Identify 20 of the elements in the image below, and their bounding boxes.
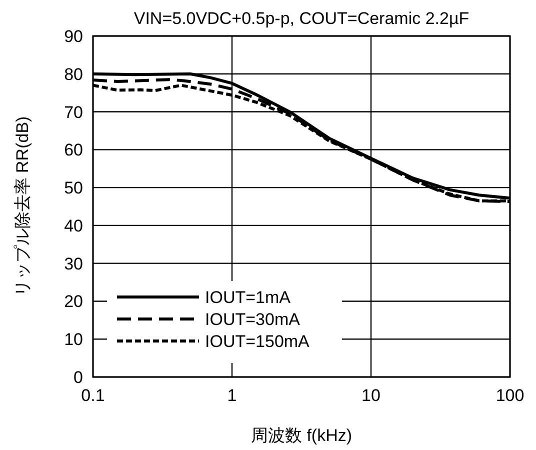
legend-label: IOUT=1mA [205,288,292,307]
legend-label: IOUT=150mA [205,332,310,351]
x-tick-label: 1 [227,386,237,405]
y-tick-label: 80 [64,64,83,84]
y-tick-label: 60 [64,140,83,160]
legend-label: IOUT=30mA [205,310,301,329]
x-tick-label: 100 [496,386,524,405]
y-tick-label: 30 [64,254,83,274]
chart-title: VIN=5.0VDC+0.5p-p, COUT=Ceramic 2.2µF [134,9,470,28]
x-axis-title: 周波数 f(kHz) [250,426,352,445]
x-tick-label: 0.1 [81,386,105,405]
y-tick-label: 40 [64,216,83,236]
y-tick-label: 20 [64,292,83,312]
y-tick-label: 50 [64,178,83,198]
y-tick-label: 10 [64,330,83,350]
y-tick-label: 70 [64,102,83,122]
y-tick-label: 90 [64,27,83,46]
y-axis-title: リップル除去率 RR(dB) [13,116,32,297]
x-tick-label: 10 [362,386,380,405]
y-tick-label: 0 [74,368,83,387]
